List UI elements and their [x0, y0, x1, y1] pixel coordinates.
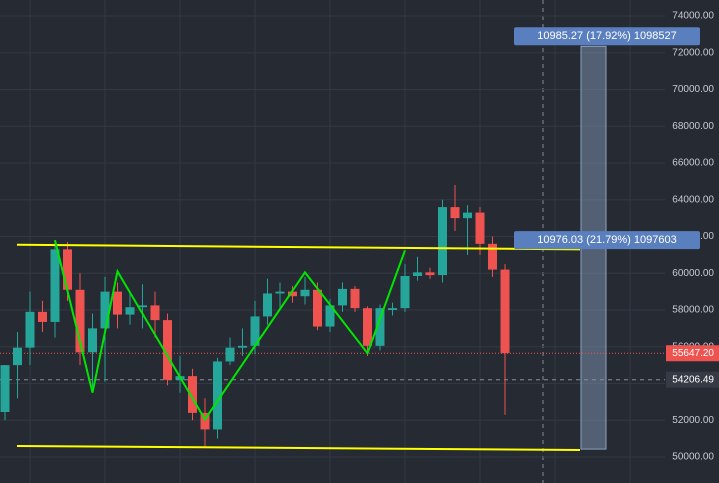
candle-body	[250, 316, 260, 346]
y-tick-label: 66000.00	[672, 158, 714, 169]
candle-body	[500, 269, 510, 354]
candle-body	[188, 376, 197, 413]
y-tick-label: 52000.00	[672, 415, 714, 426]
y-tick-label: 60000.00	[672, 268, 714, 279]
candle-body	[288, 291, 297, 297]
candle-body	[488, 243, 497, 270]
candle-body	[113, 291, 122, 315]
candle-body	[100, 291, 110, 329]
y-tick-label: 74000.00	[672, 11, 714, 22]
v-grid	[29, 0, 631, 483]
candle-body	[125, 307, 135, 315]
candle-body	[350, 288, 360, 309]
candle-body	[338, 288, 347, 306]
candle-body	[475, 212, 485, 244]
candle-body	[88, 328, 97, 353]
measure-label: 10985.27 (17.92%) 1098527	[537, 30, 676, 42]
candle-body	[275, 291, 285, 294]
y-tick-label: 64000.00	[672, 194, 714, 205]
candle-body	[450, 207, 460, 219]
candle-body	[388, 308, 397, 310]
candle-body	[150, 305, 160, 321]
y-tick-label: 70000.00	[672, 84, 714, 95]
candle-body	[238, 345, 247, 348]
candle-body	[263, 293, 272, 317]
measure-label-box	[514, 27, 700, 46]
candle-body	[75, 289, 85, 353]
candle-body	[438, 207, 447, 276]
measure-label-box	[514, 231, 700, 250]
y-tick-label: 50000.00	[672, 452, 714, 463]
candle-body	[13, 347, 22, 366]
candle-body	[325, 305, 335, 327]
candle-body	[163, 320, 172, 380]
last-price-label-box	[666, 345, 719, 362]
candle-body	[463, 212, 472, 219]
candle-body	[25, 311, 35, 348]
measure-label: 10976.03 (21.79%) 1097603	[537, 234, 676, 246]
crosshair-price-label-box	[666, 371, 719, 388]
candle-body	[213, 361, 222, 430]
last-price-label: 55647.20	[672, 348, 714, 359]
y-tick-label: 68000.00	[672, 121, 714, 132]
candle-body	[38, 311, 47, 322]
candle-body	[225, 347, 235, 362]
trendline	[16, 444, 581, 452]
candle-body	[413, 272, 422, 277]
pattern-line	[54, 239, 406, 422]
candle-body	[400, 276, 410, 309]
trendline	[16, 243, 581, 251]
candle-body	[425, 272, 435, 276]
candle-body	[50, 249, 60, 322]
candle-body	[200, 412, 210, 430]
candle-body	[313, 289, 322, 327]
candle-body	[138, 305, 147, 308]
candle-body	[0, 365, 10, 412]
candle-body	[300, 289, 310, 297]
candle-body	[63, 249, 72, 290]
candle-body	[375, 308, 385, 346]
candle-body	[363, 308, 372, 346]
y-tick-label: 72000.00	[672, 47, 714, 58]
y-tick-label: 58000.00	[672, 305, 714, 316]
crosshair-price-label: 54206.49	[672, 374, 714, 385]
